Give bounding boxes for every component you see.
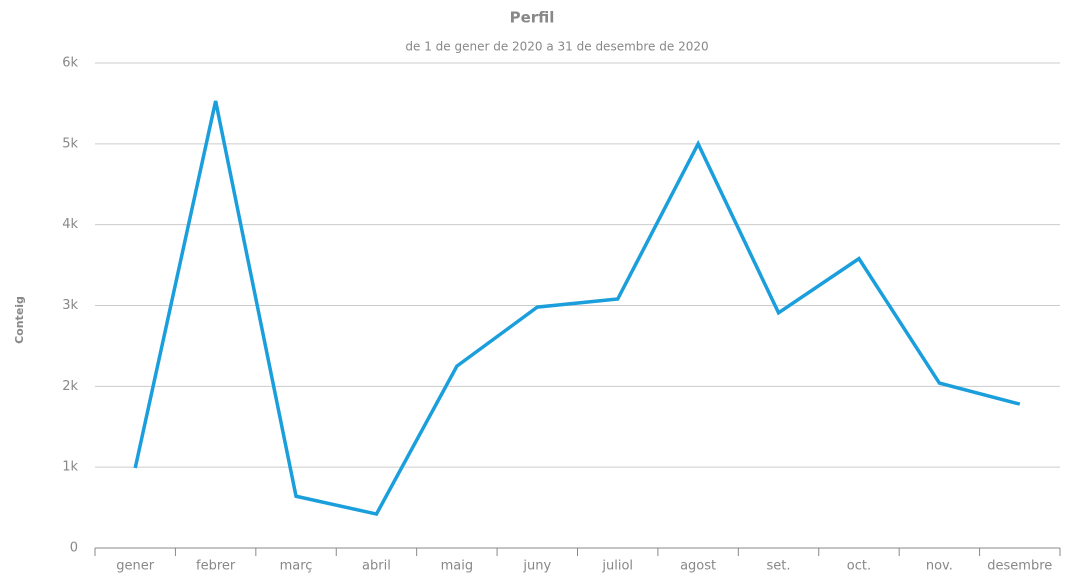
y-tick-label: 2k [62,379,78,394]
x-tick-label: gener [116,559,154,574]
chart-title: Perfil [510,9,555,27]
x-tick-label: febrer [196,559,236,574]
y-tick-label: 4k [62,217,78,232]
y-tick-label: 5k [62,136,78,151]
x-tick-label: maig [441,559,474,574]
x-tick-label: abril [362,559,391,574]
x-tick-label: març [280,559,313,574]
x-tick-label: juny [522,559,551,574]
y-axis-label: Conteig [13,296,26,344]
y-tick-label: 6k [62,56,78,71]
y-tick-label: 1k [62,460,78,475]
chart-subtitle: de 1 de gener de 2020 a 31 de desembre d… [405,40,708,54]
x-tick-label: desembre [987,559,1052,574]
y-tick-label: 3k [62,298,78,313]
x-tick-label: oct. [847,559,871,574]
y-tick-label: 0 [70,541,78,556]
x-tick-label: set. [767,559,791,574]
line [133,100,1021,517]
x-tick-label: nov. [926,559,953,574]
x-tick-label: juliol [601,559,633,574]
x-tick-label: agost [680,559,716,574]
